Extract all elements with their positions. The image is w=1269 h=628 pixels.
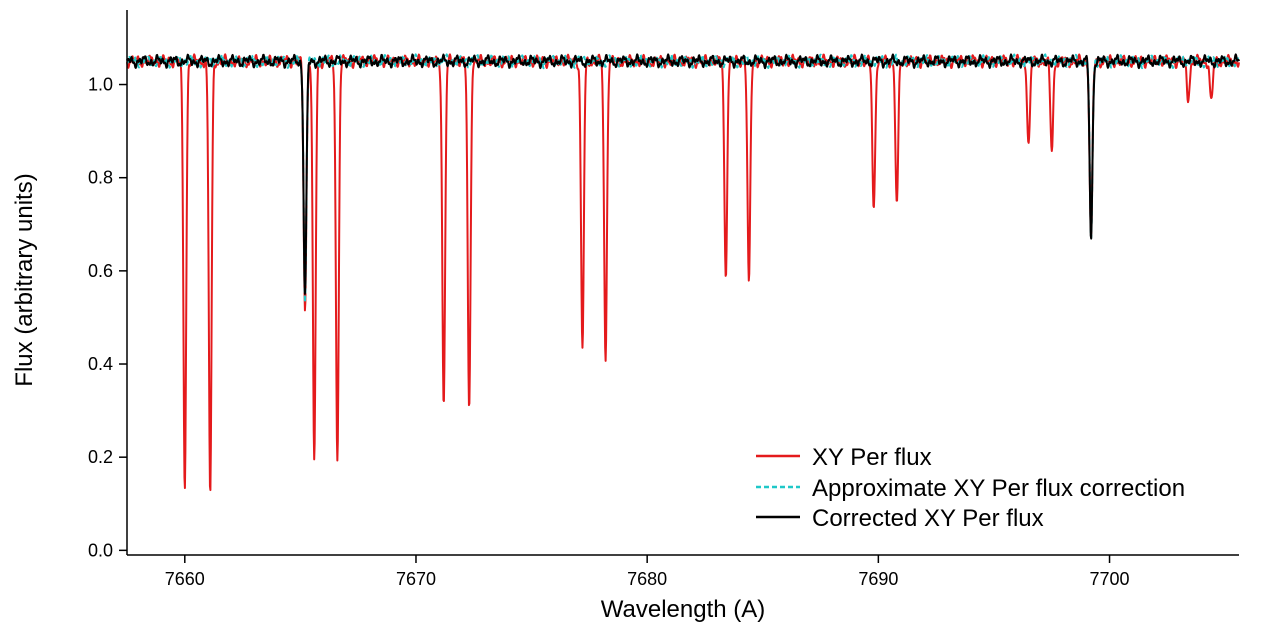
series-line-0 bbox=[126, 53, 1240, 492]
series-line-1 bbox=[126, 53, 1240, 304]
series-line-2 bbox=[126, 53, 1240, 295]
legend-label-xy-per-flux: XY Per flux bbox=[812, 444, 932, 471]
y-tick-label: 1.0 bbox=[88, 75, 113, 95]
x-axis-title: Wavelength (A) bbox=[601, 596, 766, 623]
y-tick-label: 0.4 bbox=[88, 354, 113, 374]
series-layer bbox=[126, 53, 1240, 492]
y-ticks: 0.0 0.2 0.4 0.6 0.8 1.0 bbox=[88, 75, 127, 560]
x-tick-label: 7670 bbox=[396, 569, 436, 589]
y-tick-label: 0.0 bbox=[88, 540, 113, 560]
y-axis-title: Flux (arbitrary units) bbox=[11, 173, 38, 386]
y-tick-label: 0.2 bbox=[88, 447, 113, 467]
y-tick-label: 0.6 bbox=[88, 261, 113, 281]
x-tick-label: 7660 bbox=[165, 569, 205, 589]
plot-area bbox=[126, 53, 1240, 492]
legend-label-corrected-flux: Corrected XY Per flux bbox=[812, 505, 1044, 532]
x-ticks: 7660 7670 7680 7690 7700 bbox=[165, 555, 1130, 589]
y-tick-label: 0.8 bbox=[88, 168, 113, 188]
legend-label-approx-correction: Approximate XY Per flux correction bbox=[812, 475, 1185, 502]
x-tick-label: 7690 bbox=[858, 569, 898, 589]
legend: XY Per flux Approximate XY Per flux corr… bbox=[756, 444, 1185, 532]
x-tick-label: 7700 bbox=[1090, 569, 1130, 589]
x-tick-label: 7680 bbox=[627, 569, 667, 589]
